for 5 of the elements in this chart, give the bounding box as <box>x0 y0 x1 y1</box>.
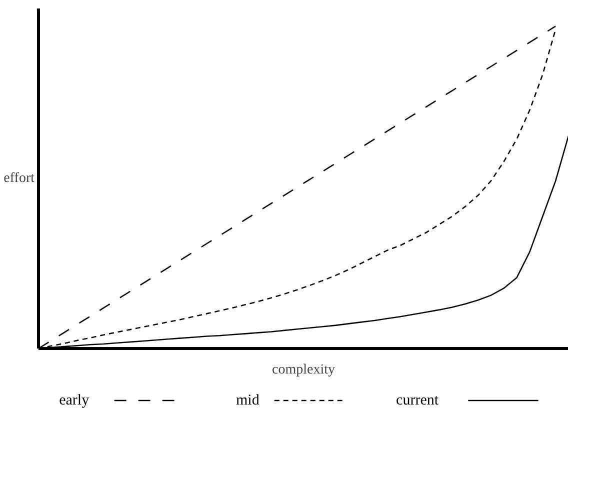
y-axis-title: effort <box>4 171 35 186</box>
legend-label: mid <box>236 392 260 408</box>
legend-label: current <box>396 392 440 408</box>
legend-label: early <box>59 392 90 408</box>
x-axis-title: complexity <box>272 362 336 378</box>
